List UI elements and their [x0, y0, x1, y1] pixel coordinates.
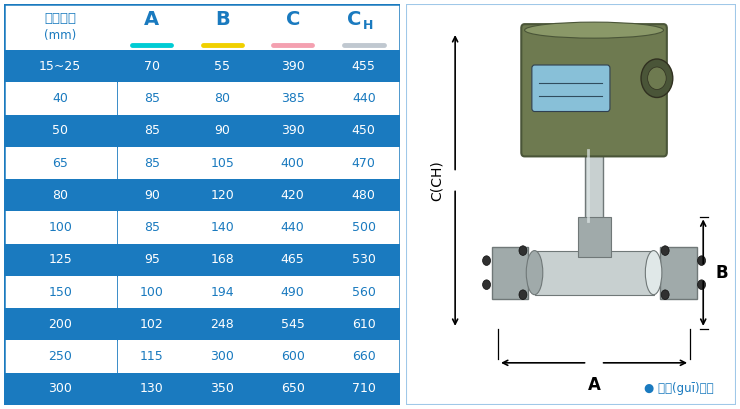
Bar — [4, 211, 400, 244]
Text: 80: 80 — [52, 189, 68, 202]
Bar — [491, 247, 528, 299]
Text: 420: 420 — [281, 189, 305, 202]
Text: (mm): (mm) — [44, 29, 76, 43]
Text: 710: 710 — [352, 382, 376, 395]
Text: 150: 150 — [48, 285, 72, 299]
Ellipse shape — [645, 251, 662, 295]
Text: 80: 80 — [215, 92, 230, 105]
Text: 90: 90 — [215, 124, 230, 137]
Text: 40: 40 — [53, 92, 68, 105]
Text: A: A — [588, 376, 600, 394]
Text: 100: 100 — [140, 285, 164, 299]
Text: 102: 102 — [140, 318, 164, 331]
Bar — [4, 373, 400, 405]
Text: C(CH): C(CH) — [430, 160, 444, 201]
Text: 545: 545 — [280, 318, 305, 331]
Text: 140: 140 — [210, 221, 234, 234]
Text: 465: 465 — [281, 253, 305, 266]
Bar — [534, 251, 653, 294]
Text: 390: 390 — [281, 124, 305, 137]
Text: ● 常規(guī)儀表: ● 常規(guī)儀表 — [644, 382, 713, 396]
Text: 480: 480 — [352, 189, 376, 202]
Text: 105: 105 — [210, 157, 234, 170]
Bar — [4, 83, 400, 115]
Text: 440: 440 — [352, 92, 376, 105]
Ellipse shape — [525, 22, 664, 38]
Text: C: C — [286, 10, 300, 29]
Text: 490: 490 — [281, 285, 305, 299]
Text: 50: 50 — [52, 124, 68, 137]
Circle shape — [662, 246, 669, 255]
Bar — [4, 147, 400, 179]
Text: 500: 500 — [352, 221, 376, 234]
Circle shape — [698, 280, 705, 290]
Text: 300: 300 — [48, 382, 72, 395]
Text: 470: 470 — [352, 157, 376, 170]
Bar — [4, 179, 400, 211]
Text: 650: 650 — [280, 382, 305, 395]
Text: 250: 250 — [48, 350, 72, 363]
Circle shape — [648, 67, 666, 90]
Circle shape — [519, 290, 527, 299]
Bar — [4, 276, 400, 308]
Text: 168: 168 — [210, 253, 234, 266]
Bar — [585, 144, 603, 229]
Text: 130: 130 — [140, 382, 164, 395]
Bar — [4, 340, 400, 373]
Text: 660: 660 — [352, 350, 376, 363]
Text: 600: 600 — [280, 350, 305, 363]
Text: 400: 400 — [280, 157, 305, 170]
Circle shape — [662, 290, 669, 299]
Circle shape — [641, 59, 673, 97]
Circle shape — [482, 256, 491, 265]
Text: 440: 440 — [281, 221, 305, 234]
Text: 385: 385 — [280, 92, 305, 105]
FancyBboxPatch shape — [521, 24, 667, 156]
Text: 350: 350 — [210, 382, 234, 395]
Text: 248: 248 — [210, 318, 234, 331]
Text: 85: 85 — [144, 92, 160, 105]
Bar — [577, 216, 610, 256]
Text: 120: 120 — [210, 189, 234, 202]
Text: 儀表口徑: 儀表口徑 — [44, 12, 76, 25]
Circle shape — [698, 256, 705, 265]
Bar — [4, 50, 400, 83]
Text: 200: 200 — [48, 318, 72, 331]
Text: 55: 55 — [215, 60, 230, 73]
Text: 70: 70 — [144, 60, 160, 73]
Bar — [4, 4, 400, 50]
Text: C: C — [347, 10, 362, 29]
Circle shape — [482, 280, 491, 290]
Text: 115: 115 — [140, 350, 164, 363]
Bar — [660, 247, 696, 299]
Text: 300: 300 — [210, 350, 234, 363]
Text: 85: 85 — [144, 124, 160, 137]
Text: 95: 95 — [144, 253, 160, 266]
Text: B: B — [715, 264, 727, 282]
Text: A: A — [144, 10, 159, 29]
Text: 194: 194 — [210, 285, 234, 299]
Text: 455: 455 — [352, 60, 376, 73]
Text: 85: 85 — [144, 157, 160, 170]
Text: 65: 65 — [53, 157, 68, 170]
Text: 450: 450 — [352, 124, 376, 137]
Text: 15~25: 15~25 — [39, 60, 81, 73]
Bar — [4, 308, 400, 340]
Text: 390: 390 — [281, 60, 305, 73]
Bar — [4, 244, 400, 276]
Text: 530: 530 — [352, 253, 376, 266]
Ellipse shape — [526, 251, 543, 295]
Text: 560: 560 — [352, 285, 376, 299]
Text: 100: 100 — [48, 221, 72, 234]
Bar — [4, 115, 400, 147]
Text: 610: 610 — [352, 318, 376, 331]
Text: 125: 125 — [48, 253, 72, 266]
FancyBboxPatch shape — [532, 65, 610, 112]
Circle shape — [519, 246, 527, 255]
Text: H: H — [363, 19, 374, 31]
Text: B: B — [215, 10, 229, 29]
Text: 85: 85 — [144, 221, 160, 234]
Text: 90: 90 — [144, 189, 160, 202]
